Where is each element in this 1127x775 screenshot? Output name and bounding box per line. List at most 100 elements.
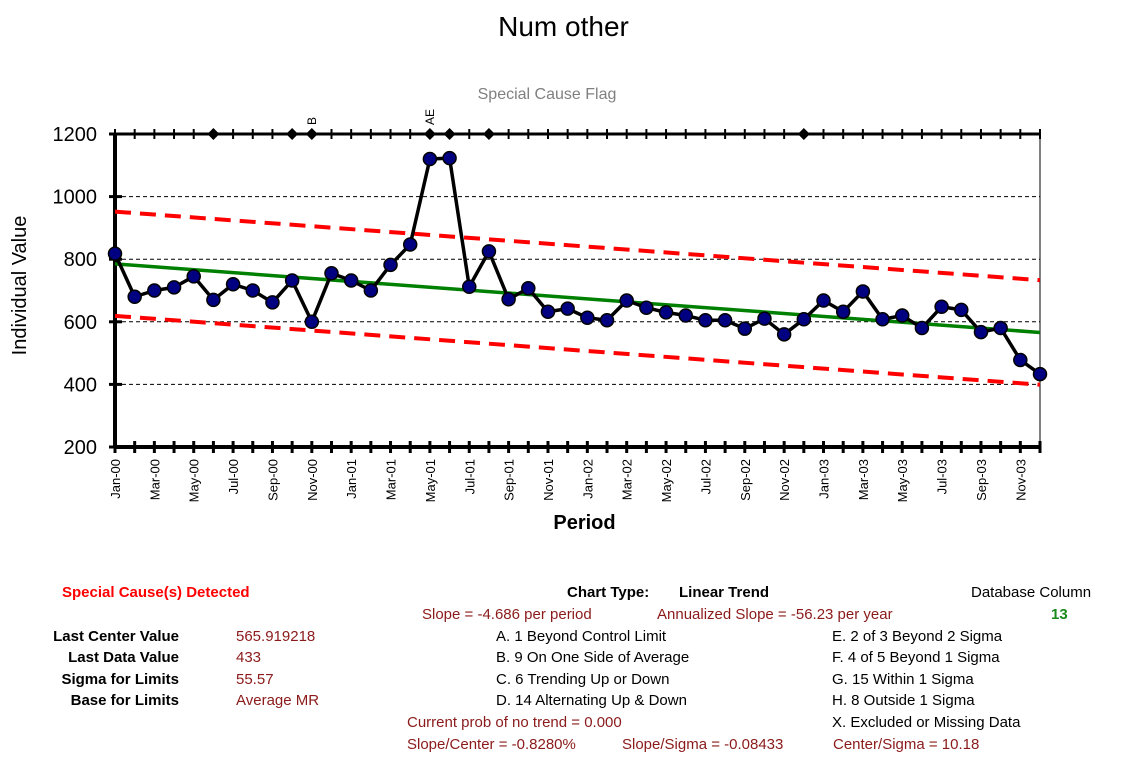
data-point xyxy=(816,293,831,308)
data-point xyxy=(521,281,536,296)
data-point xyxy=(324,266,339,281)
flag-label: B xyxy=(305,117,319,125)
data-point xyxy=(127,289,142,305)
y-axis-title: Individual Value xyxy=(9,216,31,356)
data-point xyxy=(422,151,438,167)
x-tick-label: Jan-00 xyxy=(108,459,123,499)
chart-type-value: Linear Trend xyxy=(679,584,770,601)
data-point xyxy=(166,280,182,295)
x-tick-label: Mar-01 xyxy=(384,459,399,500)
flag-axis-title: Special Cause Flag xyxy=(478,86,617,103)
data-point xyxy=(402,237,418,252)
data-point xyxy=(914,320,930,336)
y-tick-label: 1200 xyxy=(53,124,98,146)
x-tick-label: May-00 xyxy=(187,459,202,502)
chart-type-label: Chart Type: xyxy=(567,584,650,601)
data-point xyxy=(462,279,477,294)
x-tick-label: May-01 xyxy=(423,459,438,502)
data-point xyxy=(875,312,890,327)
annualized-slope-text: Annualized Slope = -56.23 per year xyxy=(657,606,893,623)
y-tick-label: 800 xyxy=(64,249,97,271)
data-point xyxy=(560,301,575,316)
rule-g: G. 15 Within 1 Sigma xyxy=(832,671,974,688)
data-series-line xyxy=(113,156,1042,376)
data-point xyxy=(1032,366,1048,382)
trend-probability: Current prob of no trend = 0.000 xyxy=(407,714,622,731)
flag-marker xyxy=(305,128,318,140)
data-point xyxy=(580,310,595,325)
x-tick-label: Sep-01 xyxy=(502,459,517,501)
rule-a: A. 1 Beyond Control Limit xyxy=(496,628,667,645)
x-tick-label: Jul-02 xyxy=(698,459,713,494)
stat-value-base: Average MR xyxy=(236,692,320,709)
data-point xyxy=(894,308,910,323)
y-tick-label: 600 xyxy=(64,312,97,334)
upper-control-limit xyxy=(114,209,1041,283)
flag-marker xyxy=(286,128,299,140)
data-point xyxy=(757,311,772,326)
special-cause-label: Special Cause(s) Detected xyxy=(62,584,250,601)
data-point xyxy=(284,273,300,288)
data-point xyxy=(973,324,989,340)
x-tick-label: May-03 xyxy=(895,459,910,502)
flag-marker xyxy=(207,128,220,140)
y-tick-label: 400 xyxy=(64,374,97,396)
stat-value-sigma: 55.57 xyxy=(236,671,274,688)
stat-value-data: 433 xyxy=(236,649,262,666)
x-tick-label: May-02 xyxy=(659,459,674,502)
x-tick-label: Mar-00 xyxy=(147,459,162,500)
rule-c: C. 6 Trending Up or Down xyxy=(496,671,670,688)
x-tick-label: Sep-02 xyxy=(738,459,753,501)
data-point xyxy=(678,308,693,323)
data-point xyxy=(737,321,753,336)
data-point xyxy=(658,305,674,320)
x-tick-label: Nov-01 xyxy=(541,459,556,501)
x-tick-label: Nov-02 xyxy=(777,459,792,501)
stat-label-data: Last Data Value xyxy=(68,649,179,666)
rule-b: B. 9 On One Side of Average xyxy=(496,649,690,666)
data-point xyxy=(639,300,654,315)
y-tick-label: 200 xyxy=(64,437,97,459)
data-point xyxy=(501,292,516,307)
x-tick-label: Jul-01 xyxy=(462,459,477,494)
data-point xyxy=(698,312,713,328)
data-point xyxy=(540,304,556,320)
rule-e: E. 2 of 3 Beyond 2 Sigma xyxy=(832,628,1003,645)
x-axis-title: Period xyxy=(553,512,615,534)
rule-d: D. 14 Alternating Up & Down xyxy=(496,692,687,709)
x-tick-label: Mar-02 xyxy=(620,459,635,500)
rule-x: X. Excluded or Missing Data xyxy=(832,714,1021,731)
data-point xyxy=(206,292,221,308)
database-column-value: 13 xyxy=(1051,606,1068,623)
data-point xyxy=(442,150,457,166)
x-tick-label: Nov-03 xyxy=(1013,459,1028,501)
rule-h: H. 8 Outside 1 Sigma xyxy=(832,692,975,709)
stat-value-center: 565.919218 xyxy=(236,628,316,645)
data-point xyxy=(245,283,261,298)
x-tick-label: Sep-00 xyxy=(265,459,280,501)
stat-label-sigma: Sigma for Limits xyxy=(61,671,179,688)
data-point xyxy=(993,320,1008,336)
data-point xyxy=(107,246,123,261)
flag-marker xyxy=(443,128,456,140)
slope-sigma-ratio: Slope/Sigma = -0.08433 xyxy=(622,736,784,753)
x-tick-label: Jul-03 xyxy=(935,459,950,494)
data-point xyxy=(855,284,871,299)
lower-control-limit xyxy=(114,313,1041,387)
data-point xyxy=(1013,352,1028,368)
data-point xyxy=(147,283,162,298)
y-tick-label: 1000 xyxy=(53,187,98,209)
flag-marker xyxy=(482,128,495,140)
data-point xyxy=(383,257,398,273)
data-point xyxy=(599,312,615,328)
x-tick-label: Jul-00 xyxy=(226,459,241,494)
x-tick-label: Jan-03 xyxy=(817,459,832,499)
x-tick-label: Sep-03 xyxy=(974,459,989,501)
x-tick-label: Nov-00 xyxy=(305,459,320,501)
slope-text: Slope = -4.686 per period xyxy=(422,606,592,623)
data-point xyxy=(343,273,359,288)
x-tick-label: Jan-01 xyxy=(344,459,359,499)
data-point xyxy=(717,312,733,328)
data-point xyxy=(186,269,201,284)
flag-marker xyxy=(797,128,810,140)
